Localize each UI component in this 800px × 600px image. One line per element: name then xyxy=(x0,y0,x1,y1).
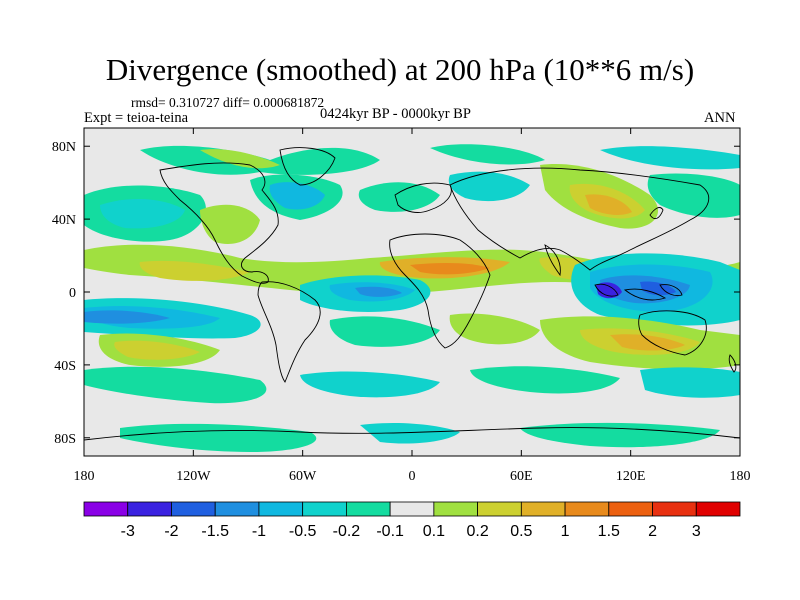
x-tick-label: 180 xyxy=(730,469,751,484)
colorbar-swatch xyxy=(345,501,391,517)
colorbar-label: 2 xyxy=(648,523,657,540)
colorbar-swatch xyxy=(389,501,435,517)
colorbar-swatch xyxy=(258,501,304,517)
x-tick-label: 60E xyxy=(510,469,533,484)
colorbar-swatch xyxy=(433,501,479,517)
colorbar-label: 0.5 xyxy=(510,523,532,540)
colorbar-swatch xyxy=(302,501,347,517)
period-label: 0424kyr BP - 0000kyr BP xyxy=(320,106,471,122)
colorbar-swatch xyxy=(695,501,741,517)
colorbar-label: -1 xyxy=(252,523,266,540)
colorbar-swatch xyxy=(83,501,129,517)
y-tick-label: 0 xyxy=(69,286,76,301)
y-tick-label: 80N xyxy=(52,140,76,155)
season-label: ANN xyxy=(704,110,736,126)
colorbar-swatch xyxy=(564,501,610,517)
colorbar-swatch xyxy=(214,501,260,517)
colorbar-swatch xyxy=(171,501,216,517)
y-tick-label: 40N xyxy=(52,213,76,228)
colorbar-label: 0.2 xyxy=(466,523,488,540)
colorbar-swatch xyxy=(477,501,522,517)
colorbar-swatch xyxy=(127,501,172,517)
colorbar-label: 0.1 xyxy=(423,523,445,540)
x-tick-label: 180 xyxy=(74,469,95,484)
x-tick-label: 0 xyxy=(409,469,416,484)
divergence-field xyxy=(84,144,740,452)
colorbar-label: 1.5 xyxy=(598,523,620,540)
colorbar-label: -3 xyxy=(121,523,135,540)
colorbar-label: -1.5 xyxy=(201,523,229,540)
coastlines xyxy=(84,147,740,441)
stats-label: rmsd= 0.310727 diff= 0.000681872 xyxy=(131,95,325,110)
colorbar-label: -0.1 xyxy=(376,523,404,540)
experiment-label: Expt = teioa-teina xyxy=(84,110,188,126)
axes: 180 120W 60W 0 60E 120E 180 80N 40N 0 40S 80S xyxy=(52,128,751,484)
colorbar: -3 -2 -1.5 -1 -0.5 -0.2 -0.1 0.1 0.2 0.5 1 1.5 2 3 xyxy=(83,501,741,540)
x-tick-label: 120W xyxy=(176,469,211,484)
x-tick-label: 60W xyxy=(289,469,317,484)
x-tick-label: 120E xyxy=(616,469,646,484)
map-area xyxy=(84,128,740,456)
colorbar-label: 1 xyxy=(561,523,570,540)
colorbar-label: -0.5 xyxy=(289,523,317,540)
y-tick-label: 40S xyxy=(54,359,76,374)
chart-title: Divergence (smoothed) at 200 hPa (10**6 … xyxy=(105,52,695,87)
colorbar-label: -2 xyxy=(164,523,178,540)
colorbar-swatch xyxy=(520,501,566,517)
colorbar-swatch xyxy=(652,501,697,517)
colorbar-swatch xyxy=(608,501,653,517)
colorbar-label: 3 xyxy=(692,523,701,540)
y-tick-label: 80S xyxy=(54,432,76,447)
colorbar-label: -0.2 xyxy=(333,523,361,540)
